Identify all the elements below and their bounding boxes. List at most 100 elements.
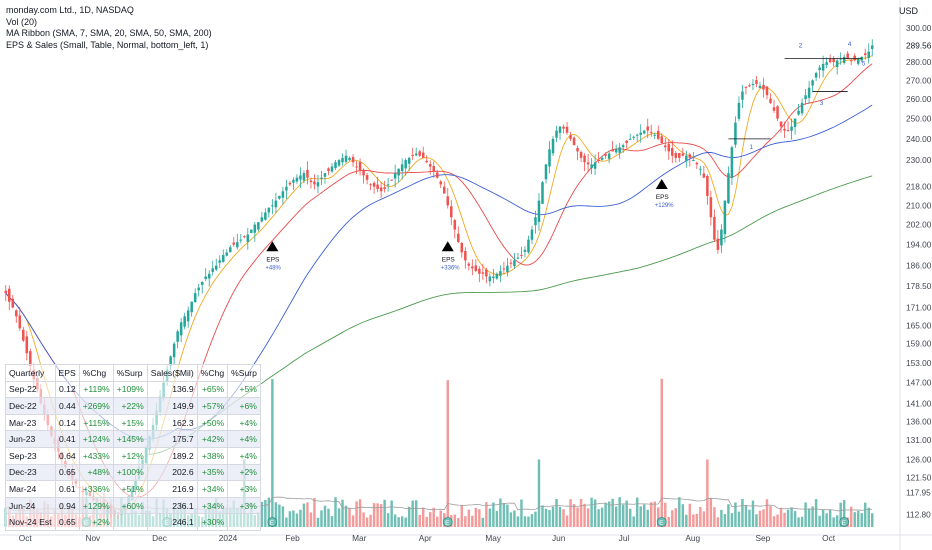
volume-bar: [653, 501, 656, 527]
symbol-title[interactable]: monday.com Ltd., 1D, NASDAQ: [6, 5, 134, 15]
quarter-cell: Jun-23: [5, 430, 56, 448]
candle-body: [15, 310, 18, 317]
earnings-event-icon[interactable]: [656, 517, 667, 527]
volume-bar: [734, 502, 737, 527]
volume-bar: [379, 504, 383, 527]
volume-bar: [842, 500, 846, 527]
header-eps-chg: %Chg: [78, 364, 114, 382]
volume-bar: [593, 499, 597, 527]
eps-cell: 0.12: [54, 380, 80, 399]
volume-bar: [544, 508, 548, 527]
sales-cell: 136.9: [146, 380, 198, 399]
candle-body: [576, 147, 579, 152]
candle-body: [523, 249, 527, 252]
candle-body: [271, 205, 274, 207]
volume-bar: [386, 513, 390, 527]
eps-sales-label[interactable]: EPS & Sales (Small, Table, Normal, botto…: [6, 39, 209, 50]
volume-bar: [579, 498, 583, 527]
candle-body: [478, 268, 481, 274]
last-price-label: 289.56: [906, 40, 932, 50]
eps-marker-icon[interactable]: [441, 241, 454, 252]
sales-chg-cell: +30%: [196, 513, 229, 531]
volume-bar: [853, 512, 856, 527]
candle-body: [706, 175, 709, 196]
candle-body: [821, 63, 825, 71]
candle-body: [355, 166, 358, 168]
candle-body: [369, 184, 372, 186]
eps-marker-icon[interactable]: [266, 241, 279, 252]
candle-body: [849, 60, 853, 62]
price-tick-label: 112.80: [906, 509, 931, 519]
candle-body: [814, 72, 818, 78]
candle-body: [786, 130, 790, 132]
volume-bar: [299, 509, 302, 527]
candle-body: [625, 140, 628, 144]
candle-body: [344, 155, 348, 162]
volume-bar: [457, 517, 460, 527]
volume-study-label[interactable]: Vol (20): [6, 16, 38, 27]
earnings-event-icon[interactable]: [839, 517, 850, 527]
eps-marker-icon[interactable]: [655, 179, 668, 190]
candle-body: [186, 310, 190, 322]
candle-body: [260, 217, 264, 222]
candle-body: [811, 80, 814, 86]
currency-label[interactable]: USD: [898, 6, 918, 16]
candle-body: [267, 207, 271, 213]
candle-body: [828, 58, 832, 63]
candle-body: [432, 166, 436, 171]
candle-body: [579, 152, 583, 158]
volume-bar: [709, 497, 713, 527]
level-annotation: 3: [820, 100, 824, 107]
ma-ribbon-label[interactable]: MA Ribbon (SMA, 7, SMA, 20, SMA, 50, SMA…: [6, 28, 212, 38]
candle-body: [411, 154, 414, 156]
volume-bar: [495, 510, 499, 527]
sales-chg-cell: +38%: [196, 446, 229, 465]
candle-body: [604, 154, 607, 156]
sales-cell: 202.6: [146, 463, 198, 482]
earnings-event-icon[interactable]: [442, 517, 453, 527]
volume-bar: [337, 508, 341, 527]
table-row: Dec-23 0.65 +48% +100% 202.6 +35% +2%: [5, 463, 261, 482]
volume-bar: [295, 513, 299, 527]
volume-bar: [285, 517, 288, 527]
volume-bar: [849, 506, 853, 527]
candle-body: [790, 126, 793, 131]
candle-body: [853, 55, 856, 61]
volume-bar: [383, 499, 386, 527]
table-row: Dec-22 0.44 +269% +22% 149.9 +57% +6%: [5, 397, 261, 415]
candle-body: [18, 315, 22, 329]
candle-body: [583, 155, 586, 163]
volume-bar: [453, 514, 457, 527]
volume-bar: [650, 502, 653, 527]
volume-bar: [702, 511, 706, 527]
candle-body: [327, 168, 330, 171]
volume-bar: [397, 517, 400, 527]
candle-body: [474, 265, 478, 272]
volume-bar: [769, 506, 772, 527]
volume-bar: [586, 508, 590, 527]
candle-body: [464, 251, 467, 261]
volume-bar: [793, 511, 797, 527]
candle-body: [772, 107, 776, 111]
volume-bar: [288, 511, 292, 527]
volume-bar: [642, 504, 646, 527]
volume-bar: [474, 507, 478, 527]
time-tick-label: Sep: [755, 533, 770, 543]
candle-body: [428, 164, 432, 167]
level-annotation: 1: [749, 144, 753, 151]
chart-legend: monday.com Ltd., 1D, NASDAQ Vol (20) MA …: [6, 5, 212, 51]
earnings-event-letter: E: [445, 520, 450, 527]
eps-chg-cell: +115%: [78, 413, 114, 432]
volume-bar: [460, 504, 464, 527]
earnings-event-icon[interactable]: [267, 517, 278, 527]
candle-body: [660, 136, 664, 144]
price-tick-label: 153.00: [906, 358, 932, 368]
candle-body: [481, 272, 485, 274]
volume-bar: [446, 380, 449, 527]
candle-body: [457, 233, 460, 243]
sales-surp-cell: +2%: [227, 463, 261, 482]
volume-bar: [260, 501, 264, 527]
volume-bar: [309, 512, 313, 527]
earnings-event-letter: E: [270, 520, 275, 527]
volume-bar: [485, 502, 488, 527]
